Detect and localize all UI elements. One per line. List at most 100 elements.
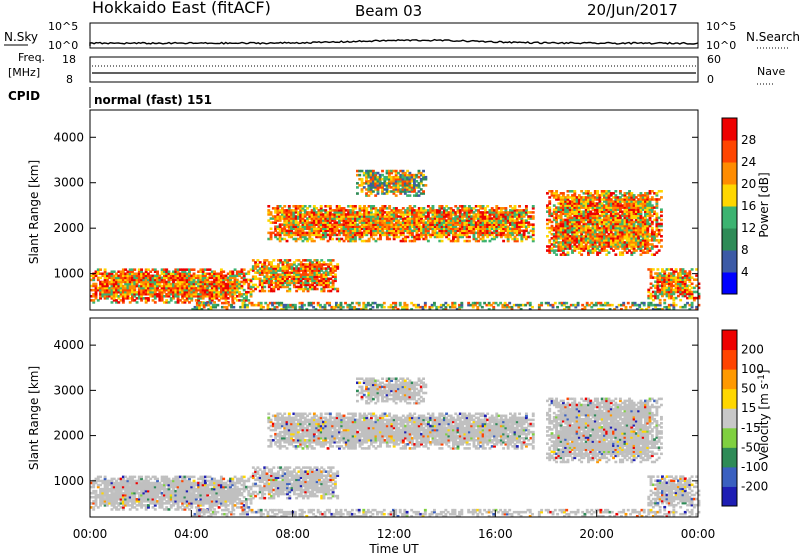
power-cell: [390, 213, 394, 216]
power-cell: [174, 284, 178, 288]
power-cell: [596, 220, 600, 224]
power-cell: [376, 219, 380, 222]
power-cell: [403, 192, 407, 195]
power-cell: [269, 231, 273, 235]
power-cell: [593, 216, 597, 220]
power-cell: [550, 192, 554, 195]
power-cell: [347, 235, 351, 239]
power-cell: [397, 190, 400, 193]
power-cell: [546, 226, 549, 230]
power-cell: [349, 205, 353, 208]
power-cell: [304, 275, 308, 278]
power-cell: [201, 286, 205, 290]
power-cell: [267, 237, 271, 241]
power-cell: [410, 180, 414, 183]
power-cell: [183, 276, 187, 280]
power-cell: [394, 186, 398, 189]
power-cell: [144, 274, 148, 278]
power-cell: [261, 283, 264, 287]
power-cell: [302, 275, 305, 278]
power-cell: [288, 281, 292, 285]
power-cell: [192, 295, 196, 298]
power-cell: [372, 225, 376, 228]
power-cell: [299, 235, 303, 239]
power-cell: [520, 225, 524, 228]
power-cell: [322, 263, 326, 266]
power-cell: [381, 184, 384, 187]
power-cell: [426, 209, 430, 212]
power-cell: [399, 223, 403, 226]
power-cell: [290, 267, 294, 270]
power-cell: [477, 205, 480, 208]
power-cell: [385, 211, 389, 214]
power-cell: [347, 231, 351, 235]
power-cell: [344, 233, 348, 237]
power-cell: [160, 278, 164, 282]
power-cell: [99, 276, 102, 280]
power-cell: [233, 274, 237, 278]
power-cell: [442, 207, 446, 210]
power-cell: [388, 233, 392, 237]
power-cell: [269, 233, 273, 237]
power-cell: [445, 215, 449, 218]
power-cell: [383, 233, 387, 237]
power-cell: [596, 202, 600, 205]
power-cell: [591, 218, 595, 222]
power-cell: [403, 184, 407, 187]
power-cell: [559, 226, 563, 230]
power-cell: [340, 229, 344, 233]
power-cell: [126, 278, 130, 282]
power-cell: [338, 223, 341, 226]
power-cell: [566, 190, 570, 193]
power-cell: [440, 217, 444, 220]
power-cell: [349, 213, 353, 216]
power-cell: [181, 288, 185, 292]
power-cell: [315, 263, 319, 266]
power-cell: [333, 277, 337, 281]
power-cell: [324, 235, 328, 239]
power-cell: [442, 221, 446, 224]
power-cell: [290, 215, 294, 218]
power-cell: [356, 211, 360, 214]
power-cell: [210, 270, 214, 273]
power-cell: [376, 217, 380, 220]
power-cell: [369, 227, 373, 231]
power-cell: [287, 217, 291, 220]
power-cell: [481, 215, 485, 218]
power-cell: [431, 219, 435, 222]
power-cell: [395, 235, 398, 239]
power-cell: [406, 180, 410, 183]
power-cell: [591, 239, 595, 242]
power-cell: [219, 280, 223, 284]
power-cell: [580, 241, 584, 244]
power-cell: [415, 173, 419, 177]
power-cell: [511, 207, 515, 210]
power-cell: [206, 290, 210, 294]
power-cell: [420, 207, 423, 210]
power-cell: [108, 295, 112, 298]
power-cell: [208, 290, 212, 294]
power-cell: [194, 276, 198, 280]
power-cell: [573, 212, 577, 216]
power-cell: [151, 280, 155, 284]
power-cell: [417, 221, 421, 224]
power-cell: [342, 229, 346, 233]
power-cell: [452, 219, 455, 222]
power-cell: [504, 217, 508, 220]
power-cell: [408, 223, 412, 226]
power-cell: [589, 204, 593, 207]
power-cell: [124, 274, 128, 278]
power-cell: [115, 284, 118, 288]
power-cell: [415, 215, 419, 218]
power-cell: [208, 276, 212, 280]
power-cell: [285, 233, 289, 237]
power-cell: [511, 233, 515, 237]
power-cell: [238, 290, 242, 294]
power-cell: [256, 265, 260, 268]
power-cell: [587, 200, 590, 203]
power-cell: [315, 217, 319, 220]
power-cell: [351, 227, 355, 231]
power-cell: [124, 280, 128, 284]
power-cell: [279, 259, 283, 262]
power-cell: [185, 272, 189, 276]
